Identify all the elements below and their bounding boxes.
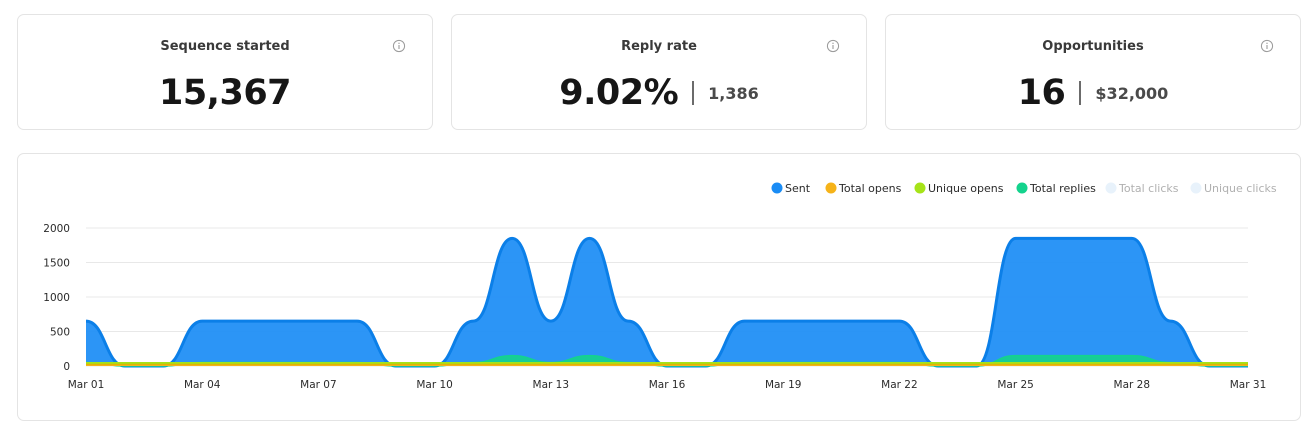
legend-label: Sent [785, 182, 811, 195]
y-tick-label: 500 [50, 327, 70, 339]
legend-dot [1190, 182, 1202, 194]
x-tick-label: Mar 22 [881, 379, 918, 391]
stat-title: Sequence started [160, 39, 290, 54]
stat-value: 16 [1017, 73, 1066, 113]
x-tick-label: Mar 28 [1114, 379, 1151, 391]
stat-value-row: 16 $32,000 [886, 71, 1300, 115]
y-tick-label: 0 [63, 361, 70, 373]
stat-value-row: 15,367 [18, 71, 432, 115]
legend-dot [1016, 182, 1028, 194]
legend-dot [1105, 182, 1117, 194]
series-sent-line [85, 236, 1248, 368]
x-tick-label: Mar 16 [649, 379, 686, 391]
stat-card-reply-rate: Reply rate 9.02% 1,386 [451, 14, 867, 130]
stat-title: Opportunities [1042, 39, 1144, 54]
stat-value: 15,367 [158, 73, 292, 113]
info-icon[interactable] [1260, 39, 1274, 53]
legend-label: Unique clicks [1204, 182, 1277, 195]
stat-subvalue: $32,000 [1095, 83, 1169, 103]
stat-divider [692, 81, 695, 105]
stat-title: Reply rate [621, 39, 697, 54]
info-icon[interactable] [392, 39, 406, 53]
x-tick-label: Mar 10 [416, 379, 453, 391]
x-tick-label: Mar 01 [68, 379, 105, 391]
activity-chart-card: 0 500 1000 1500 2000 Mar 01 Mar 04 Mar 07 Mar 10… [17, 153, 1301, 421]
legend-dot [914, 182, 926, 194]
stat-subvalue: 1,386 [708, 83, 759, 103]
stat-value-row: 9.02% 1,386 [452, 71, 866, 115]
stat-value: 9.02% [559, 73, 679, 113]
x-tick-label: Mar 13 [533, 379, 570, 391]
legend-label: Total clicks [1118, 182, 1179, 195]
activity-chart: 0 500 1000 1500 2000 Mar 01 Mar 04 Mar 07 Mar 10… [43, 182, 1277, 391]
series-sent-fill [86, 238, 1248, 366]
stat-card-sequence-started: Sequence started 15,367 [17, 14, 433, 130]
y-tick-label: 2000 [43, 223, 70, 235]
x-tick-label: Mar 25 [997, 379, 1034, 391]
x-tick-label: Mar 07 [300, 379, 337, 391]
y-tick-label: 1000 [43, 292, 70, 304]
legend-dot [825, 182, 837, 194]
legend-label: Unique opens [928, 182, 1004, 195]
series-total-opens [86, 363, 1248, 366]
x-tick-label: Mar 31 [1230, 379, 1267, 391]
legend-dot [771, 182, 783, 194]
stat-divider [1079, 81, 1082, 105]
x-tick-label: Mar 04 [184, 379, 221, 391]
legend-label: Total replies [1029, 182, 1096, 195]
series-sent [85, 236, 1248, 368]
info-icon[interactable] [826, 39, 840, 53]
y-tick-label: 1500 [43, 258, 70, 270]
legend-label: Total opens [838, 182, 902, 195]
stat-card-opportunities: Opportunities 16 $32,000 [885, 14, 1301, 130]
x-tick-label: Mar 19 [765, 379, 802, 391]
